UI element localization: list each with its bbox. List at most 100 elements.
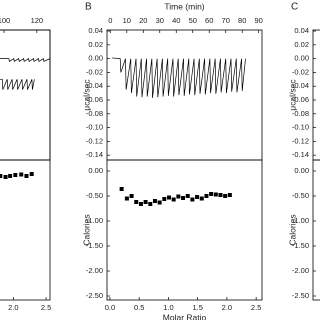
y-tick-label: -1.50 bbox=[292, 241, 309, 250]
data-point bbox=[8, 174, 13, 178]
y-tick-label: -0.50 bbox=[86, 191, 103, 200]
x-tick-label: 30 bbox=[156, 16, 164, 25]
y-tick-label: 0.02 bbox=[88, 40, 103, 49]
y-axis-label: Calories bbox=[81, 214, 91, 245]
plot-frame bbox=[312, 159, 320, 301]
data-point bbox=[19, 172, 24, 177]
x-tick-label: 2.5 bbox=[251, 303, 261, 312]
data-point bbox=[204, 194, 209, 198]
data-point bbox=[213, 192, 218, 197]
data-point bbox=[13, 173, 18, 177]
x-tick-label: 1.0 bbox=[163, 303, 173, 312]
y-axis-label: μcal/sec bbox=[81, 79, 91, 111]
y-tick-label: -2.00 bbox=[292, 266, 309, 275]
y-tick-label: 0.00 bbox=[88, 54, 103, 63]
y-tick-label: -0.04 bbox=[86, 81, 103, 90]
y-tick-label: -0.14 bbox=[292, 150, 309, 159]
data-point bbox=[3, 175, 8, 179]
x-tick-label: 90 bbox=[255, 16, 263, 25]
data-point bbox=[190, 197, 195, 202]
data-point bbox=[129, 194, 134, 198]
x-tick-label: 100 bbox=[0, 16, 10, 25]
y-tick-label: 0.00 bbox=[294, 54, 309, 63]
data-point bbox=[143, 200, 148, 204]
panel-label: B bbox=[85, 2, 92, 13]
y-tick-label: -0.06 bbox=[86, 95, 103, 104]
data-point bbox=[148, 202, 153, 206]
x-tick-label: 0.5 bbox=[134, 303, 144, 312]
x-tick-label: 2.5 bbox=[41, 303, 51, 312]
data-point bbox=[162, 197, 167, 201]
data-point bbox=[199, 196, 204, 201]
data-point bbox=[181, 196, 186, 200]
x-tick-label: 70 bbox=[222, 16, 230, 25]
y-tick-label: 0.04 bbox=[294, 26, 309, 35]
data-point bbox=[157, 200, 162, 205]
y-tick-label: -0.04 bbox=[292, 81, 309, 90]
data-point bbox=[134, 200, 139, 204]
trace-line bbox=[111, 57, 246, 98]
y-tick-label: -0.10 bbox=[292, 123, 309, 132]
y-tick-label: -2.50 bbox=[86, 291, 103, 300]
panel-label: C bbox=[291, 2, 298, 13]
data-point bbox=[176, 194, 181, 199]
data-point bbox=[171, 197, 176, 202]
plot-frame bbox=[0, 29, 51, 161]
x-tick-label: 40 bbox=[172, 16, 180, 25]
x-axis-label: Molar Ratio bbox=[163, 312, 207, 320]
plot-frame bbox=[0, 159, 51, 301]
y-tick-label: 0.00 bbox=[294, 166, 309, 175]
x-axis-label: Time (min) bbox=[164, 1, 204, 11]
trace-line bbox=[0, 58, 51, 62]
y-tick-label: -1.50 bbox=[86, 241, 103, 250]
y-tick-label: 0.04 bbox=[88, 26, 103, 35]
data-point bbox=[185, 194, 190, 198]
data-point bbox=[0, 174, 3, 178]
x-tick-label: 0 bbox=[108, 16, 112, 25]
y-tick-label: -2.50 bbox=[292, 291, 309, 300]
y-tick-label: 0.02 bbox=[294, 40, 309, 49]
x-tick-label: 0.0 bbox=[105, 303, 115, 312]
y-tick-label: -0.14 bbox=[86, 150, 103, 159]
x-tick-label: 80 bbox=[238, 16, 246, 25]
data-point bbox=[195, 195, 200, 199]
x-tick-label: 50 bbox=[189, 16, 197, 25]
data-point bbox=[124, 196, 129, 201]
x-tick-label: 2.0 bbox=[222, 303, 232, 312]
x-tick-label: 120 bbox=[31, 16, 44, 25]
x-tick-label: 1.5 bbox=[192, 303, 202, 312]
data-point bbox=[138, 202, 143, 206]
y-tick-label: -0.08 bbox=[292, 109, 309, 118]
data-point bbox=[167, 195, 171, 200]
y-tick-label: -0.02 bbox=[86, 67, 103, 76]
plot-frame bbox=[106, 159, 263, 301]
trace-line bbox=[0, 78, 35, 90]
y-tick-label: -0.12 bbox=[86, 136, 103, 145]
data-point bbox=[227, 193, 232, 197]
x-tick-label: 2.0 bbox=[8, 303, 18, 312]
y-tick-label: -1.00 bbox=[292, 216, 309, 225]
plot-frame bbox=[0, 29, 51, 161]
y-axis-label: Calories bbox=[287, 214, 297, 245]
y-tick-label: 0.00 bbox=[88, 166, 103, 175]
y-tick-label: -0.12 bbox=[292, 136, 309, 145]
data-point bbox=[152, 199, 157, 203]
y-tick-label: -2.00 bbox=[86, 266, 103, 275]
data-point bbox=[29, 172, 34, 176]
y-tick-label: -0.10 bbox=[86, 123, 103, 132]
data-point bbox=[218, 193, 223, 197]
y-axis-label: μcal/sec bbox=[287, 79, 297, 111]
data-point bbox=[209, 192, 214, 196]
data-point bbox=[119, 187, 124, 191]
y-tick-label: -0.08 bbox=[86, 109, 103, 118]
y-tick-label: -0.06 bbox=[292, 95, 309, 104]
x-tick-label: 10 bbox=[123, 16, 131, 25]
data-point bbox=[223, 194, 228, 198]
y-tick-label: -0.02 bbox=[292, 67, 309, 76]
plot-frame bbox=[312, 29, 320, 161]
x-tick-label: 60 bbox=[205, 16, 213, 25]
x-tick-label: 20 bbox=[139, 16, 147, 25]
y-tick-label: -0.50 bbox=[292, 191, 309, 200]
